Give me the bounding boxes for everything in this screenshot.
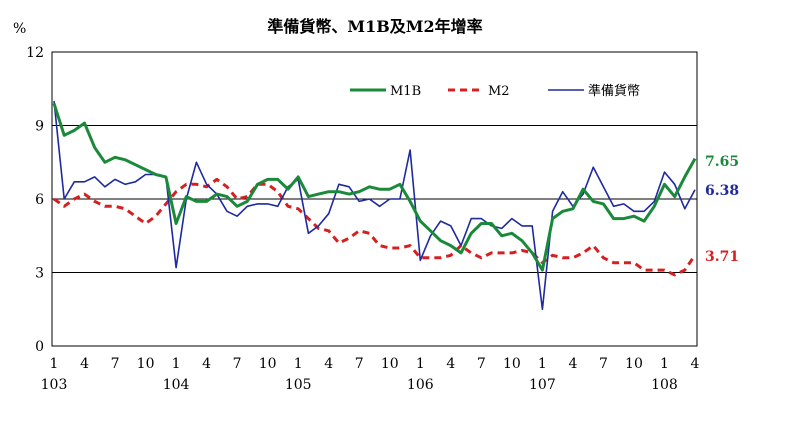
gridlines bbox=[52, 125, 697, 273]
x-tick-label: 1 bbox=[172, 356, 181, 372]
x-tick-label: 4 bbox=[691, 356, 700, 372]
end-value-label: 3.71 bbox=[705, 249, 739, 265]
y-tick-label: 3 bbox=[35, 266, 44, 282]
x-tick-label: 4 bbox=[446, 356, 455, 372]
x-year-label: 108 bbox=[651, 377, 678, 393]
y-axis-unit-label: % bbox=[13, 21, 26, 37]
y-tick-label: 6 bbox=[35, 192, 44, 208]
x-tick-label: 1 bbox=[50, 356, 59, 372]
series-line-2 bbox=[53, 100, 696, 311]
x-tick-label: 1 bbox=[660, 356, 669, 372]
series-line-1 bbox=[53, 177, 697, 277]
x-tick-label: 1 bbox=[294, 356, 303, 372]
series-lines bbox=[52, 100, 697, 311]
end-value-label: 7.65 bbox=[705, 154, 739, 170]
plot-frame bbox=[51, 51, 698, 347]
x-tick-label: 4 bbox=[568, 356, 577, 372]
x-year-label: 103 bbox=[41, 377, 68, 393]
x-tick-label: 10 bbox=[137, 356, 155, 372]
x-tick-label: 7 bbox=[477, 356, 486, 372]
chart-title: 準備貨幣、M1B及M2年增率 bbox=[267, 17, 482, 36]
x-tick-label: 10 bbox=[625, 356, 643, 372]
x-axis-tick-labels: 1 4 7 10 1 4 7 10 1 4 7 10 1 4 7 10 1 4 7 10 1 4 103 104 105 106 1… bbox=[41, 356, 700, 393]
x-tick-label: 4 bbox=[324, 356, 333, 372]
x-tick-label: 10 bbox=[259, 356, 277, 372]
legend-label: M2 bbox=[488, 84, 510, 99]
legend-label: M1B bbox=[390, 84, 421, 99]
x-tick-label: 7 bbox=[599, 356, 608, 372]
x-year-label: 106 bbox=[407, 377, 434, 393]
plot-border bbox=[51, 51, 698, 347]
series-line-0 bbox=[52, 102, 697, 272]
x-year-label: 104 bbox=[163, 377, 190, 393]
x-year-label: 107 bbox=[529, 377, 556, 393]
legend-label: 準備貨幣 bbox=[588, 83, 640, 99]
y-tick-label: 9 bbox=[35, 119, 44, 135]
y-tick-label: 0 bbox=[35, 339, 44, 355]
x-tick-label: 10 bbox=[503, 356, 521, 372]
x-tick-label: 1 bbox=[538, 356, 547, 372]
legend: M1B M2 準備貨幣 bbox=[350, 83, 640, 99]
end-value-labels: 7.65 3.71 6.38 bbox=[705, 154, 739, 265]
x-tick-label: 7 bbox=[355, 356, 364, 372]
x-tick-label: 10 bbox=[381, 356, 399, 372]
x-tick-label: 4 bbox=[80, 356, 89, 372]
x-tick-label: 1 bbox=[416, 356, 425, 372]
y-axis-tick-labels: 0 3 6 9 12 bbox=[26, 45, 44, 355]
x-tick-label: 4 bbox=[202, 356, 211, 372]
x-tick-label: 7 bbox=[111, 356, 120, 372]
x-tick-label: 7 bbox=[233, 356, 242, 372]
y-tick-label: 12 bbox=[26, 45, 44, 61]
end-value-label: 6.38 bbox=[705, 183, 739, 199]
x-year-label: 105 bbox=[285, 377, 312, 393]
